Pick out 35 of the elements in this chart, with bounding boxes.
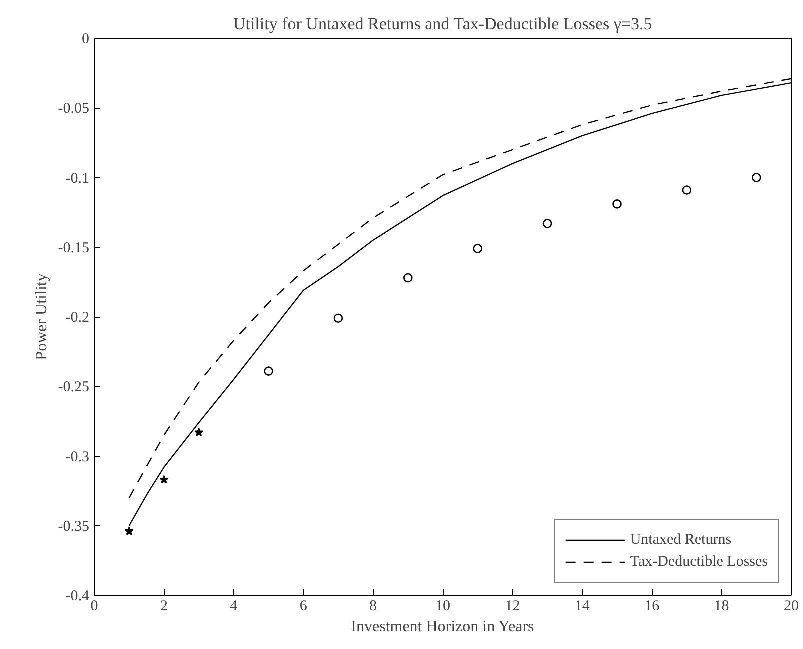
chart-title: Utility for Untaxed Returns and Tax-Deductible Losses γ=3.5 [233,14,652,34]
x-tick-label: 20 [784,598,799,614]
y-axis-title: Power Utility [33,274,50,360]
point [334,314,344,324]
y-tick-label: 0 [82,32,90,48]
y-tick-label: -0.05 [58,101,90,118]
x-tick-label: 8 [370,598,378,614]
legend-label: Tax-Deductible Losses [630,554,768,570]
point [542,219,552,228]
point [752,173,762,182]
point [473,244,482,254]
y-tick-label: -0.1 [66,170,90,187]
y-tick-label: -0.4 [66,588,90,604]
y-tick-label: -0.3 [66,449,90,466]
x-tick-label: 14 [574,598,590,614]
x-tick-label: 10 [436,598,450,614]
y-tick-label: -0.15 [58,240,90,256]
x-tick-label: 18 [714,598,730,614]
x-tick-label: 2 [160,598,168,614]
y-tick-label: -0.25 [58,380,90,396]
x-tick-label: 16 [644,598,660,614]
point [264,366,274,376]
x-tick-label: 4 [230,598,238,614]
y-tick-label: -0.2 [66,310,90,326]
point [124,526,134,536]
point [612,200,622,209]
point [160,475,169,484]
point [194,428,204,436]
y-tick-label: -0.35 [58,518,90,535]
legend-label: Untaxed Returns [630,532,732,548]
x-tick-label: 12 [505,598,520,614]
point [682,186,692,195]
x-axis-title: Investment Horizon in Years [351,618,534,636]
x-tick-label: 6 [300,598,308,614]
point [404,273,413,283]
